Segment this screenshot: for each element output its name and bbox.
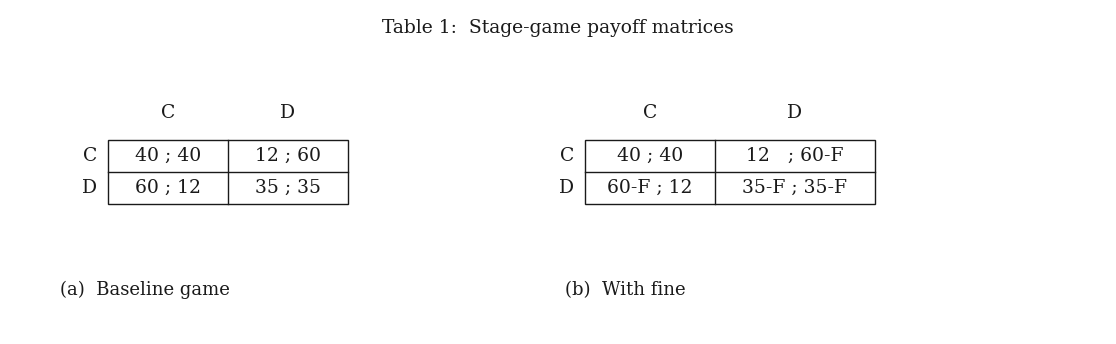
Text: C: C [83,147,97,165]
Bar [108,140,348,204]
Text: 40 ; 40: 40 ; 40 [135,147,201,165]
Bar [585,140,875,204]
Text: C: C [560,147,575,165]
Text: 60-F ; 12: 60-F ; 12 [607,179,693,197]
Text: D: D [559,179,575,197]
Text: 60 ; 12: 60 ; 12 [135,179,201,197]
Text: D: D [280,104,296,122]
Text: D: D [83,179,97,197]
Text: (b)  With fine: (b) With fine [565,281,685,299]
Text: 35 ; 35: 35 ; 35 [254,179,321,197]
Text: 40 ; 40: 40 ; 40 [617,147,683,165]
Text: C: C [161,104,175,122]
Text: 35-F ; 35-F: 35-F ; 35-F [742,179,847,197]
Text: Table 1:  Stage-game payoff matrices: Table 1: Stage-game payoff matrices [382,19,734,37]
Text: D: D [788,104,802,122]
Text: (a)  Baseline game: (a) Baseline game [60,281,230,299]
Text: C: C [643,104,657,122]
Text: 12   ; 60-F: 12 ; 60-F [747,147,844,165]
Text: 12 ; 60: 12 ; 60 [254,147,321,165]
